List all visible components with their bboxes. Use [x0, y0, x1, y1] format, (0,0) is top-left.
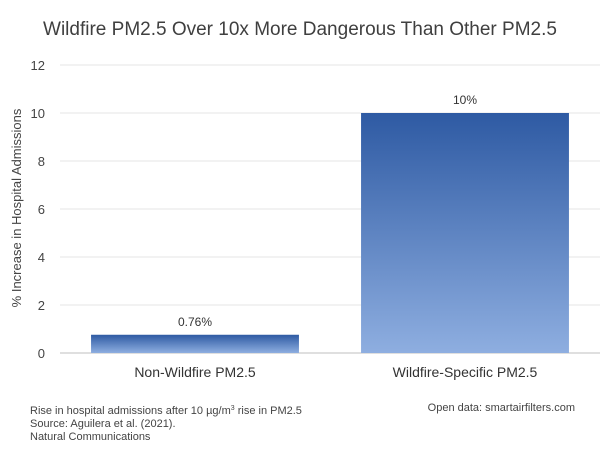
- footnote-units-suffix: rise in PM2.5: [234, 405, 302, 417]
- y-tick-label: 0: [38, 346, 45, 361]
- x-category-label: Wildfire-Specific PM2.5: [393, 364, 538, 380]
- x-category-labels: Non-Wildfire PM2.5 Wildfire-Specific PM2.…: [134, 364, 537, 380]
- data-labels: 0.76% 10%: [178, 93, 477, 329]
- y-tick-label: 2: [38, 298, 45, 313]
- gridlines: [60, 64, 600, 354]
- footnote-journal: Natural Communications: [30, 431, 151, 443]
- y-tick-label: 12: [31, 58, 45, 73]
- footnote-units-line: Rise in hospital admissions after 10 µg/…: [30, 402, 390, 418]
- bar: [361, 113, 569, 353]
- bar-value-label: 0.76%: [178, 315, 212, 329]
- y-tick-label: 6: [38, 202, 45, 217]
- footnote-units-prefix: Rise in hospital admissions after 10 µg/…: [30, 405, 231, 417]
- y-tick-label: 10: [31, 106, 45, 121]
- bar-value-label: 10%: [453, 93, 477, 107]
- bar: [91, 334, 299, 353]
- x-category-label: Non-Wildfire PM2.5: [134, 364, 256, 380]
- open-data-credit-text: Open data: smartairfilters.com: [427, 402, 575, 414]
- y-tick-label: 8: [38, 154, 45, 169]
- footnote-units-superscript: 3: [230, 405, 235, 412]
- y-axis-title: % Increase in Hospital Admissions: [9, 108, 24, 307]
- chart-title: Wildfire PM2.5 Over 10x More Dangerous T…: [43, 19, 557, 40]
- footnote: Rise in hospital admissions after 10 µg/…: [30, 402, 390, 444]
- bars: [91, 113, 569, 353]
- y-tick-labels: 0 2 4 6 8 10 12: [31, 58, 45, 361]
- y-tick-label: 4: [38, 250, 45, 265]
- footnote-source: Source: Aguilera et al. (2021).: [30, 418, 176, 430]
- open-data-credit: Open data: smartairfilters.com: [395, 402, 575, 415]
